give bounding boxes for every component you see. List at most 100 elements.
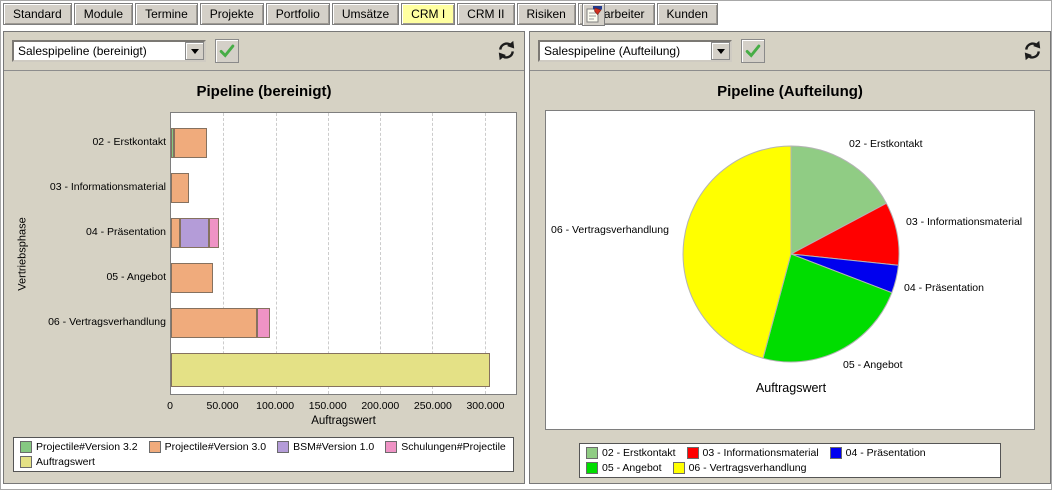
gridline [223,113,225,394]
pie-slice-02-erstkontakt [790,145,888,255]
bar-plot [170,112,517,395]
bar-segment-bsm-version-1-0 [180,218,209,248]
legend-label: 04 - Präsentation [845,447,926,459]
bar-legend: Projectile#Version 3.2 Projectile#Version… [13,437,514,472]
x-tick-label: 300.000 [466,400,505,412]
gridline [484,113,486,394]
legend-label: Auftragswert [36,456,95,468]
bar-segment-projectile-version-3-0 [171,263,213,293]
legend-swatch [586,462,598,474]
tab-crm-i[interactable]: CRM I [401,3,456,25]
legend-swatch [148,441,161,453]
legend-swatch [20,456,32,468]
bar-yaxis-title: Vertriebsphase [17,216,30,291]
report-select-value: Salespipeline (Aufteilung) [544,44,681,58]
legend-item-bsm-version-1-0: BSM#Version 1.0 [277,441,374,453]
tab-risiken[interactable]: Risiken [516,3,576,25]
tab-termine[interactable]: Termine [135,3,198,25]
bar-segment-projectile-version-3-0 [171,218,181,248]
gridline [432,113,434,394]
x-tick-label: 50.000 [206,400,239,412]
legend-label: 03 - Informationsmaterial [702,447,819,459]
legend-swatch [20,441,32,453]
pie-caption: Auftragswert [755,381,827,395]
pie-slice-label-05-angebot: 05 - Angebot [843,359,903,371]
legend-item-06-vertragsverhandlung: 06 - Vertragsverhandlung [672,462,806,474]
tab-ums-tze[interactable]: Umsätze [331,3,400,25]
refresh-button[interactable] [493,38,519,64]
report-select[interactable]: Salespipeline (Aufteilung) [538,40,732,62]
report-select[interactable]: Salespipeline (bereinigt) [12,40,206,62]
gridline [275,113,277,394]
tab-kunden[interactable]: Kunden [656,3,718,25]
tab-standard[interactable]: Standard [3,3,72,25]
legend-swatch [686,447,699,459]
pie-legend: 02 - Erstkontakt 03 - Informationsmateria… [579,443,1001,478]
bar-segment-projectile-version-3-0 [174,128,207,158]
pie-slice-05-angebot [762,253,893,363]
bar-segment-auftragswert [171,353,490,387]
bar-category-label: 05 - Angebot [106,271,166,283]
legend-swatch [672,462,685,474]
panel-salespipeline-bereinigt: Salespipeline (bereinigt) Pipeline (bere… [3,31,525,484]
bar-segment-projectile-version-3-0 [171,173,189,203]
pie-slice-label-02-erstkontakt: 02 - Erstkontakt [849,138,923,150]
apply-button[interactable] [215,39,239,63]
x-tick-label: 0 [167,400,173,412]
legend-label: Projectile#Version 3.0 [164,441,267,453]
panel-header: Salespipeline (bereinigt) [4,32,524,71]
bar-category-label: 06 - Vertragsverhandlung [48,316,166,328]
tab-module[interactable]: Module [73,3,134,25]
x-tick-label: 150.000 [308,400,347,412]
pie-chart-area: Pipeline (Aufteilung) Auftragswert 02 - … [530,70,1050,483]
chevron-down-icon[interactable] [711,42,730,60]
bar-category-label: 02 - Erstkontakt [92,136,166,148]
legend-item-03-informationsmaterial: 03 - Informationsmaterial [686,447,819,459]
legend-item-05-angebot: 05 - Angebot [586,462,662,474]
legend-item-04-pr-sentation: 04 - Präsentation [829,447,926,459]
legend-label: BSM#Version 1.0 [293,441,375,453]
bar-xticks: 0 50.000 100.000 150.000 200.000 250.000 300.0… [167,400,517,413]
check-icon [219,44,235,58]
legend-item-auftragswert: Auftragswert [20,456,95,468]
bar-chart-title: Pipeline (bereinigt) [196,83,332,100]
legend-item-schulungen-projectile: Schulungen#Projectile [385,441,506,453]
chevron-down-icon[interactable] [185,42,204,60]
apply-button[interactable] [741,39,765,63]
legend-label: Projectile#Version 3.2 [36,441,138,453]
refresh-arrows-icon [498,40,514,61]
legend-label: 05 - Angebot [602,462,662,474]
gridline [380,113,382,394]
pie-plot: Auftragswert 02 - Erstkontakt 03 - Inform… [545,110,1035,430]
tab-crm-ii[interactable]: CRM II [457,3,515,25]
pie-chart-title: Pipeline (Aufteilung) [717,83,863,100]
bar-segment-projectile-version-3-2 [171,128,175,158]
panel-salespipeline-aufteilung: Salespipeline (Aufteilung) Pipeline (Auf… [529,31,1051,484]
tab-bar: Standard Module Termine Projekte Portfolio Um… [3,3,718,27]
legend-swatch [586,447,598,459]
legend-label: 02 - Erstkontakt [602,447,676,459]
tab-portfolio[interactable]: Portfolio [265,3,330,25]
pie-slice-06-vertragsverhandlung [682,145,792,359]
legend-swatch [277,441,290,453]
bar-segment-schulungen-projectile [256,308,271,338]
x-tick-label: 100.000 [256,400,295,412]
legend-label: Schulungen#Projectile [401,441,506,453]
pie-slice-label-04-pr-sentation: 04 - Präsentation [904,282,984,294]
legend-item-02-erstkontakt: 02 - Erstkontakt [586,447,676,459]
report-select-value: Salespipeline (bereinigt) [18,44,147,58]
bar-chart-area: Pipeline (bereinigt) Vertriebsphase 02 -… [4,70,524,483]
refresh-arrows-icon [1024,40,1040,61]
bar-category-labels: 02 - Erstkontakt 03 - Informationsmateria… [30,112,166,395]
bar-xaxis-title: Auftragswert [311,415,376,427]
x-tick-label: 250.000 [413,400,452,412]
x-tick-label: 200.000 [361,400,400,412]
note-edit-button[interactable] [582,3,605,26]
panel-header: Salespipeline (Aufteilung) [530,32,1050,71]
tab-projekte[interactable]: Projekte [199,3,264,25]
refresh-button[interactable] [1019,38,1045,64]
legend-item-projectile-version-3-0: Projectile#Version 3.0 [148,441,267,453]
pie-slice-label-03-informationsmaterial: 03 - Informationsmaterial [906,216,1023,228]
gridline [327,113,329,394]
bar-category-label: 04 - Präsentation [86,226,166,238]
